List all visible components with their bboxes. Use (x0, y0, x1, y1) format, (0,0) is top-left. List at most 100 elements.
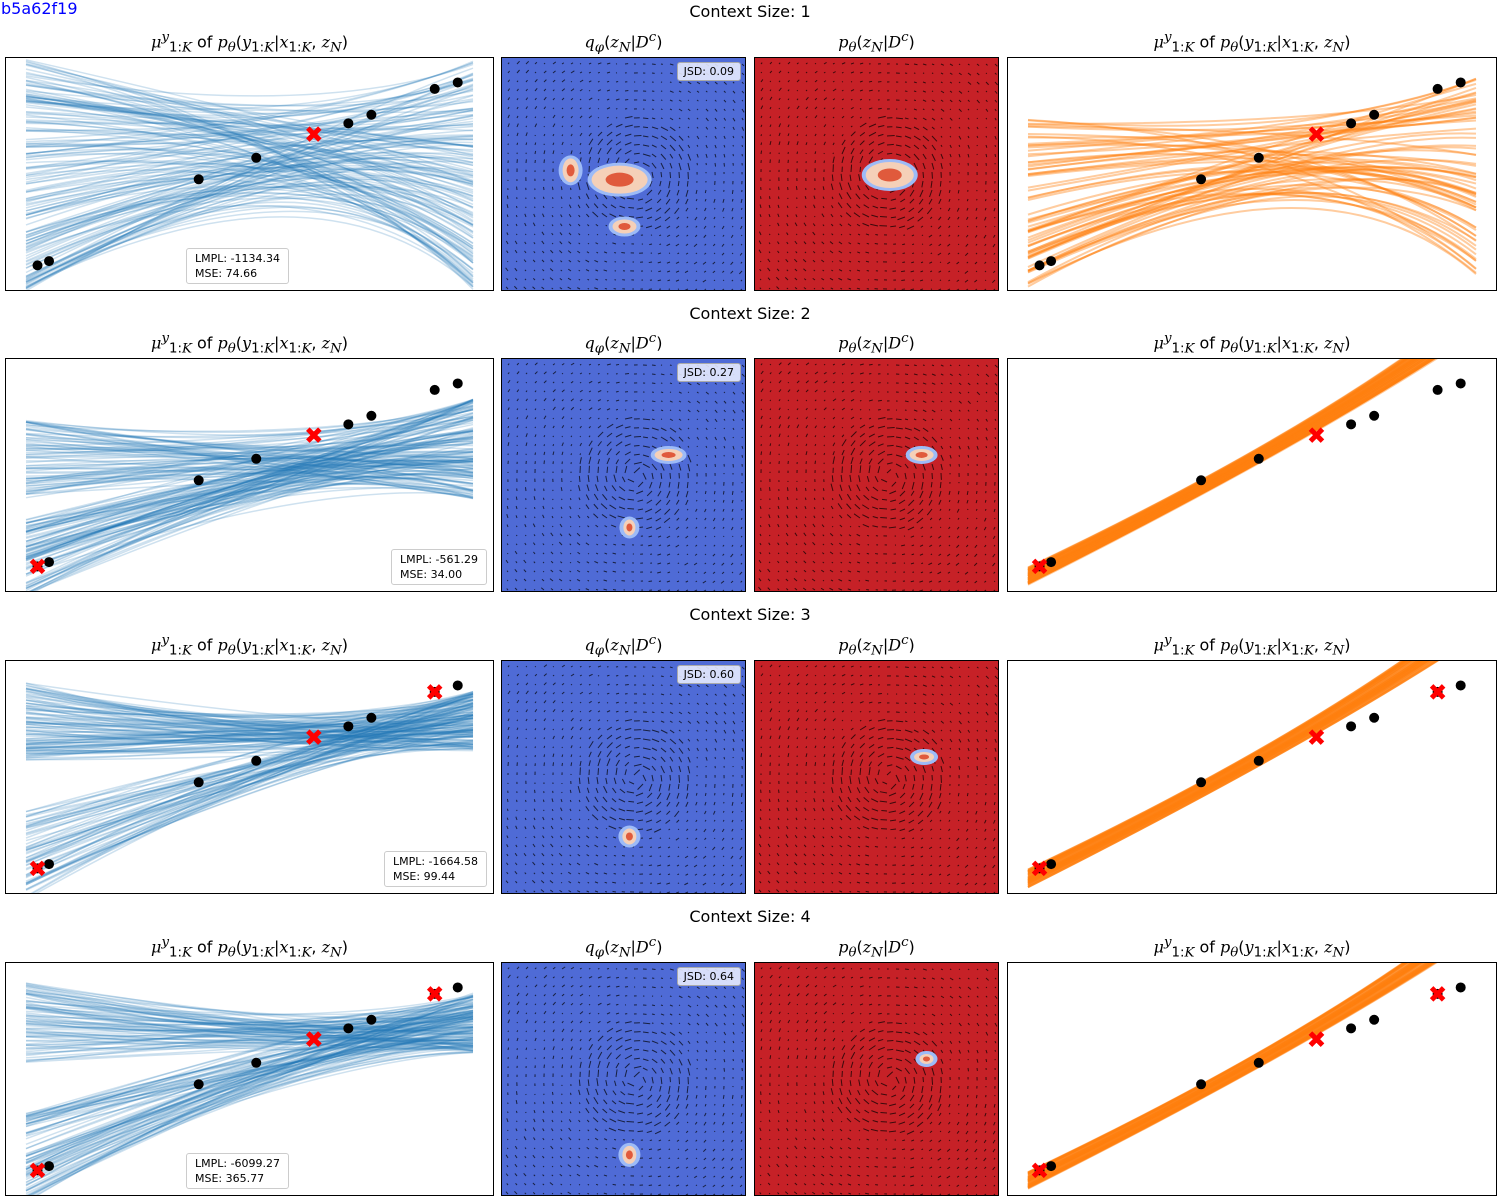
sample-line (1027, 963, 1435, 1189)
sample-line (1027, 661, 1404, 871)
sample-line (25, 1015, 474, 1035)
sample-line (25, 998, 474, 1137)
sample-line (25, 1023, 474, 1034)
sample-line (25, 451, 474, 469)
context-point (429, 83, 440, 94)
target-point (1308, 729, 1325, 745)
sample-line (25, 729, 474, 862)
context-point (366, 712, 377, 723)
sample-line (25, 1004, 474, 1047)
sample-line (1027, 112, 1477, 145)
sample-line (25, 982, 474, 1032)
sample-line (25, 743, 474, 813)
sample-line (25, 717, 474, 818)
sample-line (1027, 359, 1429, 582)
sample-line (25, 421, 474, 488)
sample-line (25, 735, 474, 863)
sample-line (25, 401, 474, 525)
sample-line (1027, 963, 1425, 1184)
sample-line (25, 705, 474, 742)
sample-line (25, 160, 474, 287)
axes-prior (754, 660, 999, 894)
sample-line (1027, 963, 1414, 1179)
sample-line (25, 1026, 474, 1169)
sample-line (25, 138, 474, 212)
sample-line (25, 735, 474, 744)
sample-line (25, 450, 474, 467)
sample-line (25, 160, 474, 248)
plot-prior (755, 963, 998, 1195)
sample-line (1027, 192, 1477, 258)
sample-line (25, 106, 474, 193)
sample-line (25, 691, 474, 758)
sample-line (25, 729, 474, 864)
sample-line (25, 197, 474, 262)
sample-line (25, 699, 474, 717)
sample-line (1027, 963, 1420, 1182)
sample-line (25, 724, 474, 744)
sample-line (1027, 359, 1407, 571)
sample-line (1027, 359, 1427, 581)
sample-line (25, 60, 474, 111)
sample-line (25, 1035, 474, 1051)
sample-line (25, 459, 474, 484)
sample-line (25, 204, 474, 284)
sample-line (25, 425, 474, 448)
sample-line (1027, 661, 1435, 887)
sample-line (25, 399, 474, 558)
sample-line (1027, 359, 1436, 585)
sample-line (25, 1034, 474, 1054)
sample-line (1027, 963, 1431, 1187)
sample-line (25, 402, 474, 535)
sample-line (25, 114, 474, 281)
sample-line (25, 136, 474, 201)
sample-line (1027, 359, 1415, 575)
sample-line (25, 716, 474, 761)
sample-line (25, 726, 474, 746)
sample-line (25, 1036, 474, 1176)
sample-line (1027, 661, 1405, 871)
sample-line (1027, 963, 1419, 1181)
sample-line (25, 692, 474, 827)
sample-line (1027, 132, 1477, 203)
sample-line (25, 699, 474, 750)
sample-line (25, 168, 474, 269)
sample-line (1027, 963, 1418, 1181)
sample-line (25, 487, 474, 555)
sample-line (1027, 359, 1408, 571)
sample-line (1027, 178, 1477, 256)
sample-lines (25, 59, 474, 290)
sample-line (25, 729, 474, 740)
sample-line (25, 718, 474, 842)
sample-line (25, 740, 474, 751)
sample-line (25, 1017, 474, 1051)
metrics-legend: LMPL: -1664.58 MSE: 99.44 (383, 851, 487, 887)
sample-line (25, 400, 474, 439)
sample-line (1027, 963, 1406, 1174)
sample-line (25, 429, 474, 585)
sample-line (25, 985, 474, 1040)
sample-line (1027, 963, 1421, 1182)
context-size-title: Context Size: 2 (689, 304, 811, 323)
sample-line (25, 421, 474, 453)
density-peak (915, 1050, 938, 1067)
sample-line (25, 1007, 474, 1024)
sample-line (25, 170, 474, 212)
sample-line (25, 705, 474, 748)
sample-line (25, 94, 474, 167)
sample-line (1027, 359, 1415, 575)
sample-line (1027, 963, 1435, 1189)
sample-line (25, 696, 474, 753)
sample-line (1027, 661, 1428, 884)
sample-line (25, 146, 474, 216)
context-point (452, 77, 463, 88)
target-point (1031, 1162, 1048, 1179)
sample-line (25, 90, 474, 113)
sample-line (25, 463, 474, 530)
lmpl-label: LMPL: -1134.34 (195, 252, 281, 265)
sample-line (25, 73, 474, 119)
sample-line (25, 1036, 474, 1173)
sample-line (1027, 963, 1424, 1183)
sample-line (32, 708, 474, 893)
sample-line (25, 690, 474, 733)
